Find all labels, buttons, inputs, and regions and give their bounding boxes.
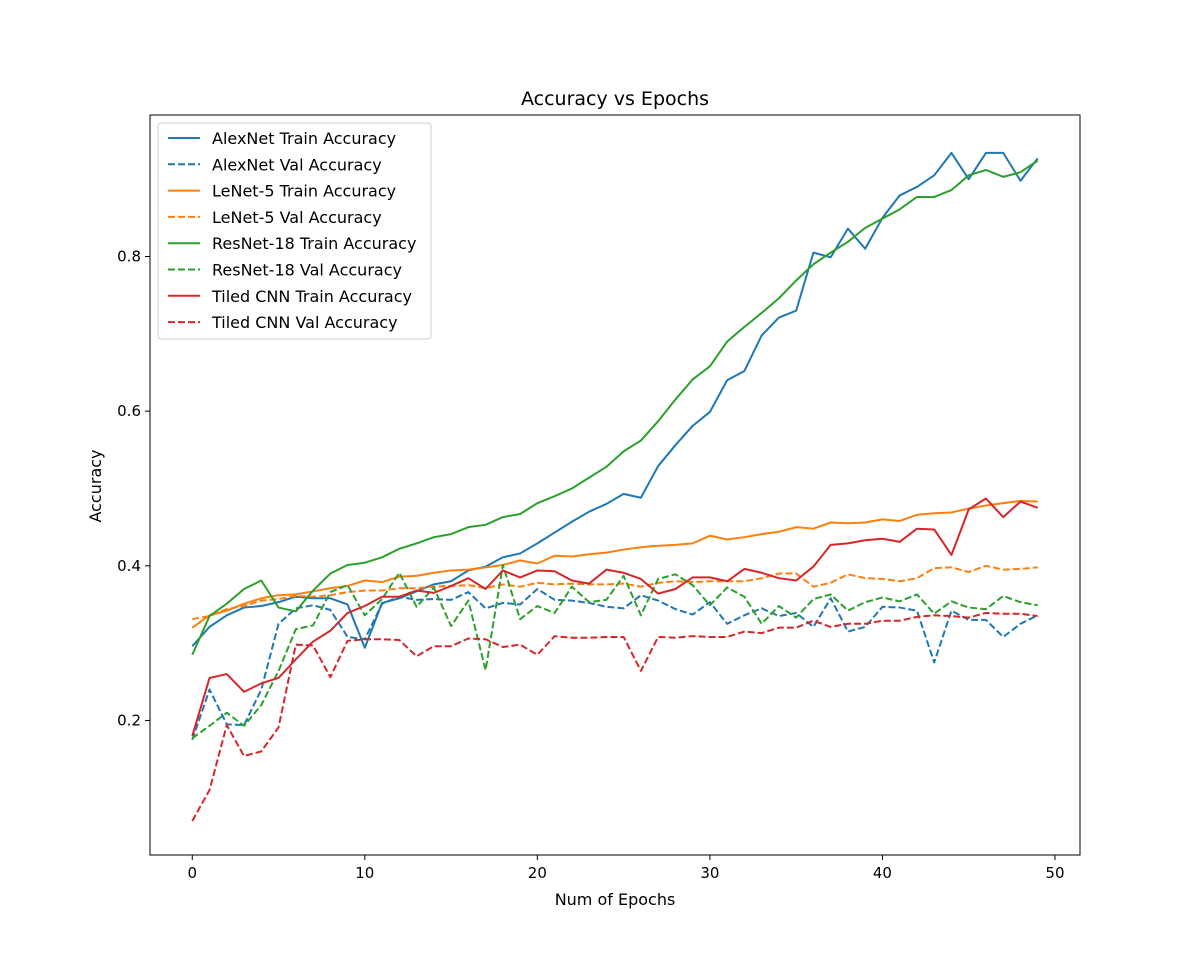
legend-label: AlexNet Train Accuracy [212, 129, 396, 148]
series-line-lenet-5-train-accuracy [191, 499, 1038, 629]
legend-label: ResNet-18 Train Accuracy [212, 234, 416, 253]
plot-lines [191, 151, 1039, 822]
legend-label: LeNet-5 Val Accuracy [212, 208, 382, 227]
y-axis-title: Accuracy [86, 449, 105, 522]
series-line-tiled-cnn-val-accuracy [191, 611, 1038, 822]
x-axis-title: Num of Epochs [555, 890, 676, 909]
series-line-resnet-18-val-accuracy [191, 564, 1038, 740]
x-tick-label: 50 [1045, 864, 1064, 882]
series-line-alexnet-val-accuracy [191, 588, 1039, 741]
x-tick-label: 0 [187, 864, 197, 882]
series-line-tiled-cnn-train-accuracy [191, 497, 1039, 737]
x-tick-label: 20 [528, 864, 547, 882]
series-line-alexnet-train-accuracy [191, 151, 1039, 649]
legend-box [157, 122, 432, 340]
chart-title: Accuracy vs Epochs [521, 88, 709, 110]
y-tick-label: 0.4 [117, 557, 141, 575]
legend-label: ResNet-18 Val Accuracy [212, 261, 402, 280]
legend-label: Tiled CNN Val Accuracy [211, 313, 398, 332]
x-tick-label: 10 [355, 864, 374, 882]
y-tick-label: 0.6 [117, 402, 141, 420]
y-tick-label: 0.2 [117, 711, 141, 729]
x-axis: 0 10 20 30 40 50 [187, 855, 1065, 882]
legend-label: AlexNet Val Accuracy [212, 155, 382, 174]
legend-label: Tiled CNN Train Accuracy [211, 287, 412, 306]
series-line-lenet-5-val-accuracy [192, 564, 1038, 621]
legend-label: LeNet-5 Train Accuracy [212, 182, 396, 201]
y-axis: 0.2 0.4 0.6 0.8 [117, 248, 150, 729]
y-tick-label: 0.8 [117, 248, 141, 266]
x-tick-label: 40 [873, 864, 892, 882]
plot-frame [149, 114, 1081, 856]
legend: AlexNet Train Accuracy AlexNet Val Accura… [157, 122, 432, 340]
series-line-resnet-18-train-accuracy [191, 159, 1039, 656]
x-tick-label: 30 [700, 864, 719, 882]
